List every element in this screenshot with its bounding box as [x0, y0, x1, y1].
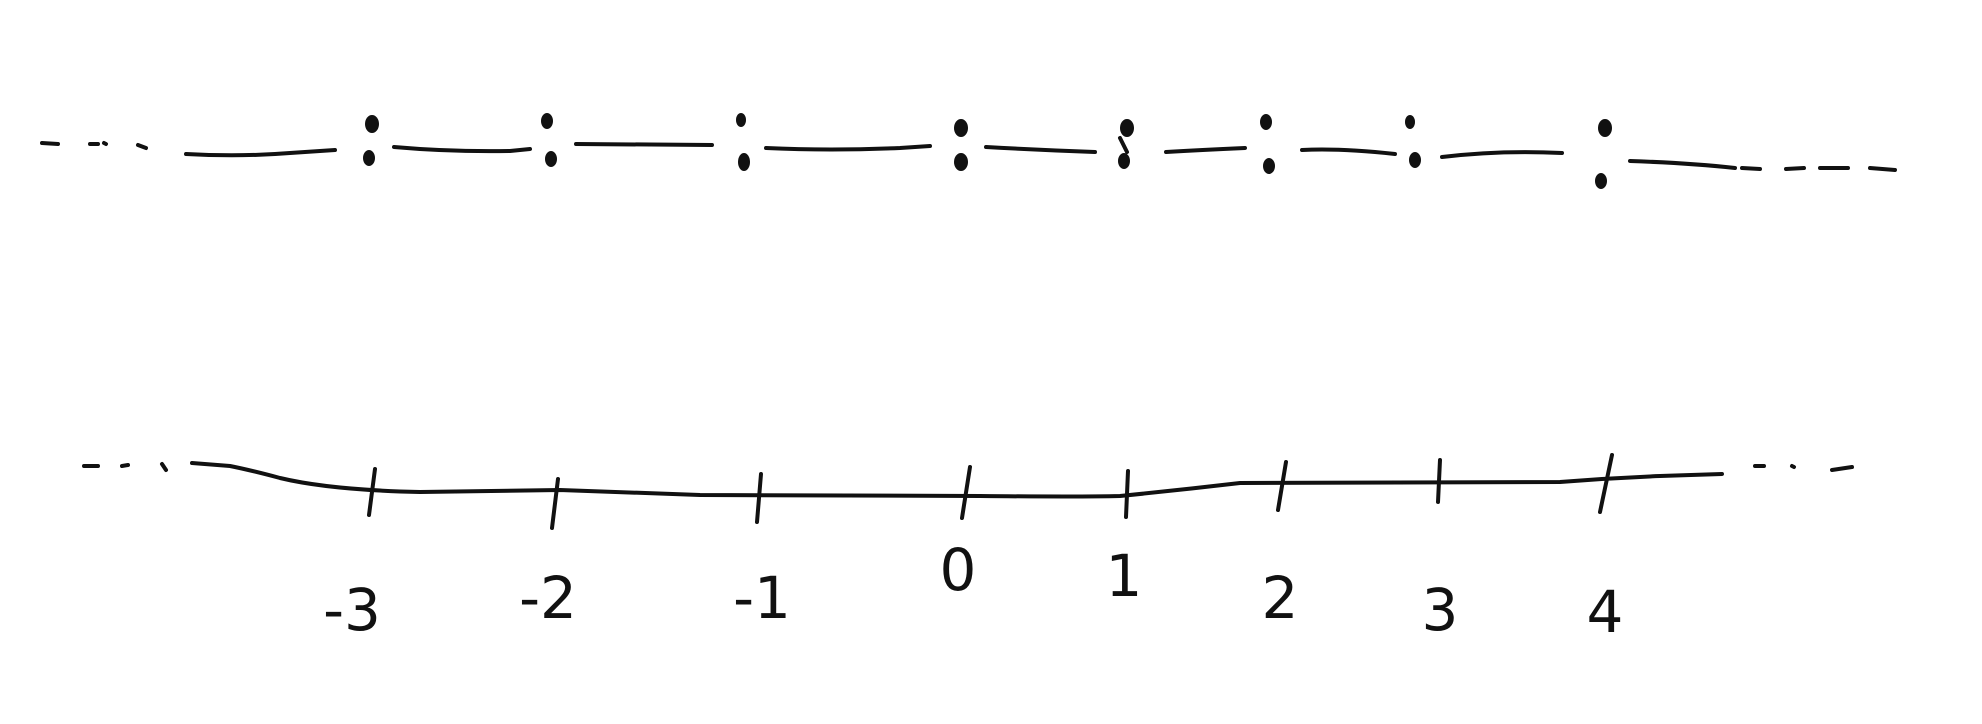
tick-label-1: 1 — [1106, 542, 1143, 610]
dot-pair — [1118, 119, 1134, 169]
tick-mark — [1598, 453, 1614, 514]
left-ellipsis — [82, 462, 168, 472]
tick-mark — [1124, 469, 1130, 519]
tick-mark — [1276, 460, 1288, 512]
right-ellipsis — [1740, 166, 1897, 172]
tick-label-3: 3 — [1422, 576, 1459, 644]
segment — [574, 142, 714, 147]
tick-label-neg1: -1 — [733, 564, 791, 632]
tick-mark — [755, 472, 763, 524]
segment — [1628, 159, 1737, 170]
segment — [1300, 147, 1397, 156]
tick-mark — [367, 467, 377, 517]
tick-label-4: 4 — [1587, 578, 1624, 646]
segment — [984, 145, 1097, 154]
segment — [184, 148, 337, 158]
tick-mark — [960, 465, 972, 520]
tick-mark — [1436, 458, 1442, 504]
number-line-axis — [190, 461, 1724, 499]
dot-pair — [1405, 115, 1421, 168]
tick-mark — [550, 477, 560, 530]
dot-pair — [736, 113, 750, 171]
dotted-number-line — [40, 113, 1897, 189]
dot-pair — [1260, 114, 1275, 174]
segment — [1164, 146, 1247, 154]
segment — [392, 145, 532, 154]
left-ellipsis — [40, 141, 148, 150]
tick-label-2: 2 — [1262, 564, 1299, 632]
tick-label-neg3: -3 — [323, 576, 381, 644]
dot-pair — [954, 119, 968, 171]
tick-label-neg2: -2 — [519, 564, 577, 632]
dot-pair — [541, 113, 557, 167]
dot-pair — [363, 115, 379, 166]
right-ellipsis — [1753, 464, 1854, 472]
segment — [764, 144, 932, 152]
dot-pair — [1595, 119, 1612, 189]
labeled-number-line: -3 -2 -1 0 1 2 3 4 — [82, 453, 1854, 646]
tick-label-0: 0 — [940, 536, 977, 604]
segment — [1440, 150, 1564, 159]
